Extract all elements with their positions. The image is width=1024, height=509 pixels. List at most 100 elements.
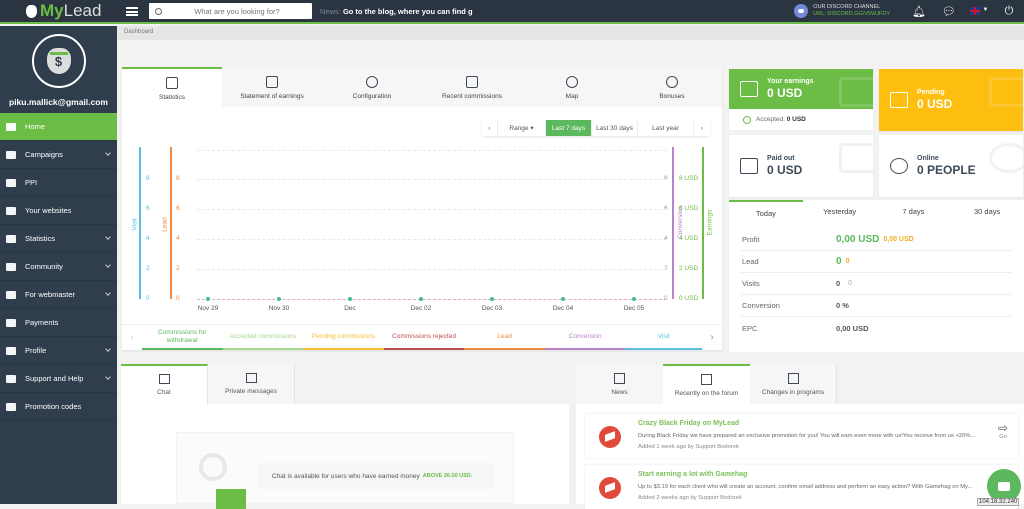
avatar[interactable]: $ [31, 34, 86, 88]
tab-private-messages[interactable]: Private messages [208, 364, 295, 404]
statistics-panel: Statistics Statement of earnings Configu… [122, 67, 722, 350]
visit-axis [139, 147, 141, 299]
your-earnings-card[interactable]: Your earnings 0 USD [729, 69, 873, 109]
data-point[interactable] [561, 297, 565, 301]
message-icon [245, 373, 257, 383]
post-description: Up to $3.19 for each client who will cre… [638, 484, 973, 490]
search-box[interactable] [149, 3, 312, 19]
tab-chat[interactable]: Chat [121, 364, 208, 404]
tab-news[interactable]: News [576, 364, 663, 404]
data-point[interactable] [206, 297, 210, 301]
range-prev-button[interactable]: ‹ [482, 120, 498, 136]
newspaper-icon [614, 372, 625, 384]
chat-fab-button[interactable] [987, 469, 1021, 503]
tab-today[interactable]: Today [729, 200, 803, 225]
sidebar-item-home[interactable]: Home [0, 113, 117, 141]
money-clock-icon [466, 76, 478, 88]
sidebar-item-support[interactable]: Support and Help [0, 365, 117, 393]
legend-conversion[interactable]: Conversion [544, 325, 626, 350]
pending-card[interactable]: Pending 0 USD [879, 69, 1023, 131]
legend-prev-arrow[interactable]: ‹ [130, 332, 134, 343]
last-7-days-button[interactable]: Last 7 days [546, 120, 592, 136]
users-icon [6, 374, 16, 383]
tab-configuration[interactable]: Configuration [322, 67, 422, 107]
post-title[interactable]: Crazy Black Friday on MyLead [638, 420, 740, 427]
paid-out-card[interactable]: Paid out 0 USD [729, 135, 873, 197]
tab-statement-of-earnings[interactable]: Statement of earnings [222, 67, 322, 107]
statistics-chart: Visit Lead Conversion Earnings 0 2 4 6 8… [131, 145, 714, 335]
last-year-button[interactable]: Last year [638, 120, 694, 136]
key-icon [6, 402, 16, 411]
news-ticker-text: Go to the blog, where you can find g [342, 6, 473, 16]
language-selector[interactable]: ▼ [964, 7, 994, 15]
line-chart-icon [6, 234, 16, 243]
forum-post[interactable]: Crazy Black Friday on MyLead During Blac… [585, 414, 1018, 458]
bar-chart-icon [166, 77, 178, 89]
tab-yesterday[interactable]: Yesterday [823, 207, 857, 216]
megaphone-icon [599, 426, 621, 448]
online-card[interactable]: Online 0 PEOPLE [879, 135, 1023, 197]
legend-commissions-rejected[interactable]: Commissions rejected [383, 325, 465, 350]
data-point[interactable] [419, 297, 423, 301]
exclamation-circle-icon [666, 76, 678, 88]
legend-pending-commissions[interactable]: Pending commissions [303, 325, 384, 350]
visit-axis-title: Visit [131, 218, 139, 231]
sidebar-item-payments[interactable]: Payments [0, 309, 117, 337]
stats-tabs: Statistics Statement of earnings Configu… [122, 67, 722, 107]
power-icon[interactable]: ⏻ [1004, 4, 1014, 17]
data-point[interactable] [632, 297, 636, 301]
sidebar-item-promotion-codes[interactable]: Promotion codes [0, 393, 117, 421]
sitemap-icon [6, 206, 16, 215]
bell-icon[interactable]: 🔔︎ [912, 5, 926, 18]
chat-tabs: Chat Private messages [121, 364, 295, 404]
tab-bonuses[interactable]: Bonuses [622, 67, 722, 107]
data-point[interactable] [490, 297, 494, 301]
range-dropdown[interactable]: Range ▾ [498, 120, 546, 136]
mylead-logo[interactable]: My Lead [0, 1, 118, 21]
tab-recently-on-forum[interactable]: Recently on the forum [663, 364, 750, 404]
sidebar-item-campaigns[interactable]: Campaigns [0, 141, 117, 169]
legend-commissions-withdrawal[interactable]: Commissions for withdrawal [141, 325, 223, 350]
chat-bubble-icon[interactable]: 💬︎ [942, 5, 956, 18]
legend-next-arrow[interactable]: › [710, 332, 714, 343]
logo-text-my: My [40, 1, 64, 20]
tab-map[interactable]: Map [522, 67, 622, 107]
discord-icon [794, 4, 809, 18]
accepted-earnings: Accepted: 0 USD [729, 109, 873, 130]
sidebar-item-statistics[interactable]: Statistics [0, 225, 117, 253]
menu-toggle-icon[interactable] [126, 6, 138, 16]
forum-panel: Crazy Black Friday on MyLead During Blac… [576, 404, 1024, 509]
data-point[interactable] [348, 297, 352, 301]
legend-accepted-commissions[interactable]: Accepted commissions [222, 325, 304, 350]
tab-7-days[interactable]: 7 days [902, 207, 925, 216]
go-button[interactable]: ⇨Go [997, 421, 1008, 440]
news-ticker[interactable]: News: Go to the blog, where you can find… [320, 6, 473, 16]
tab-30-days[interactable]: 30 days [973, 207, 1001, 216]
breadcrumb[interactable]: Dashboard [117, 26, 1024, 40]
tab-statistics[interactable]: Statistics [122, 67, 222, 107]
cogs-icon [6, 290, 16, 299]
discord-link[interactable]: OUR DISCORD CHANNEL URL: DISCORD.GG/V5WJ… [794, 4, 890, 18]
sidebar-item-community[interactable]: Community [0, 253, 117, 281]
sidebar-item-profile[interactable]: Profile [0, 337, 117, 365]
earnings-axis-title: Earnings [706, 209, 714, 236]
legend-lead[interactable]: Lead [464, 325, 545, 350]
forum-post[interactable]: Start earning a lot with Gamehag Up to $… [585, 465, 1018, 509]
last-30-days-button[interactable]: Last 30 days [592, 120, 638, 136]
range-next-button[interactable]: › [694, 120, 710, 136]
search-input[interactable] [162, 6, 312, 16]
post-title[interactable]: Start earning a lot with Gamehag [638, 471, 748, 478]
data-point[interactable] [277, 297, 281, 301]
legend-visit[interactable]: Visit [625, 325, 703, 350]
news-tabs: News Recently on the forum Changes in pr… [576, 364, 837, 404]
money-icon [216, 489, 246, 509]
tab-recent-commissions[interactable]: Recent commissions [422, 67, 522, 107]
home-icon [6, 122, 16, 131]
tab-changes-in-programs[interactable]: Changes in programs [750, 364, 837, 404]
users-icon [890, 158, 908, 174]
range-selector: ‹ Range ▾ Last 7 days Last 30 days Last … [482, 120, 710, 136]
user-email: piku.mallick@gmail.com [9, 97, 108, 107]
sidebar-item-your-websites[interactable]: Your websites [0, 197, 117, 225]
sidebar-item-for-webmaster[interactable]: For webmaster [0, 281, 117, 309]
sidebar-item-ppi[interactable]: PPI [0, 169, 117, 197]
